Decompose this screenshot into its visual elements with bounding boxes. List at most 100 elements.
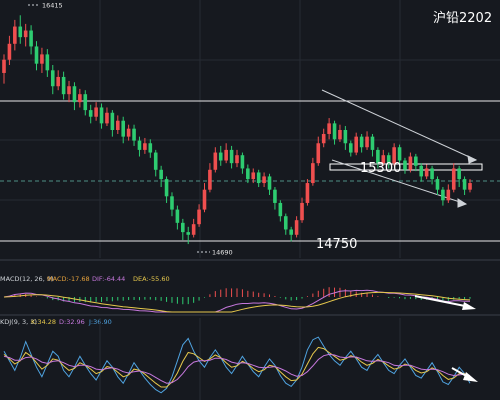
dif-line	[3, 289, 470, 313]
candle-body	[148, 143, 153, 153]
candle-body	[327, 123, 331, 134]
kdj-legend: KDJ(9, 3, 3) K:34.28 D:32.96 J:36.90	[0, 318, 112, 326]
candle-body	[191, 224, 196, 235]
candle-body	[343, 130, 348, 144]
candle-body	[408, 156, 413, 170]
candle-body	[321, 133, 326, 144]
macd-legend: MACD(12, 26, 9) MACD:-17.68 DIF:-64.44 D…	[0, 275, 170, 283]
candle-body	[99, 107, 104, 124]
candle-body	[424, 168, 429, 177]
candle-body	[115, 120, 120, 130]
k-line	[3, 346, 471, 388]
candle-body	[273, 189, 277, 203]
candle-body	[316, 143, 321, 164]
candle-body	[159, 169, 163, 180]
candlestick-series	[2, 15, 472, 245]
candle-body	[414, 156, 418, 166]
low-value-label: 14690	[212, 249, 233, 257]
candle-body	[137, 140, 142, 150]
candle-body	[126, 128, 131, 137]
candle-body	[354, 136, 359, 153]
d-value-label: D:32.96	[59, 318, 85, 326]
macd-value-label: MACD:-17.68	[47, 275, 90, 283]
candle-body	[419, 165, 424, 177]
candle-body	[359, 136, 364, 148]
candle-body	[246, 168, 250, 180]
candle-body	[29, 30, 33, 47]
candle-body	[13, 26, 17, 44]
resistance-level-label: 15300	[360, 161, 401, 176]
high-value-label: 16415	[42, 2, 63, 10]
candle-body	[386, 155, 391, 164]
support-level-label: 14750	[316, 237, 357, 252]
candle-body	[153, 152, 158, 170]
candle-body	[300, 202, 304, 221]
candle-body	[289, 229, 293, 235]
candle-body	[94, 107, 98, 117]
candle-body	[121, 120, 126, 137]
candle-body	[365, 136, 369, 148]
candle-body	[18, 26, 23, 38]
d-line	[3, 353, 471, 384]
candle-body	[305, 183, 310, 203]
candle-body	[446, 189, 451, 201]
dea-line	[3, 291, 471, 313]
candle-body	[370, 136, 375, 150]
candle-body	[45, 54, 50, 71]
candle-body	[311, 163, 315, 184]
candle-body	[143, 143, 147, 150]
chart-title: 沪铅2202	[433, 10, 492, 26]
candle-body	[376, 149, 380, 164]
main-grid	[0, 0, 500, 258]
candle-body	[457, 168, 461, 180]
low-annotation: 14690	[197, 249, 233, 257]
candle-body	[72, 86, 77, 103]
candle-body	[348, 143, 353, 153]
candle-body	[88, 110, 93, 117]
candle-body	[197, 209, 201, 225]
candle-body	[240, 155, 245, 169]
kdj-grid	[99, 318, 401, 400]
candle-body	[435, 179, 440, 190]
candle-body	[229, 149, 234, 164]
candle-body	[186, 232, 191, 235]
candle-body	[294, 220, 299, 235]
candle-body	[175, 209, 180, 223]
candle-body	[164, 179, 169, 197]
candle-body	[441, 189, 445, 201]
candle-body	[170, 196, 174, 210]
candle-body	[462, 179, 467, 190]
candle-body	[381, 155, 386, 164]
candle-body	[251, 172, 256, 180]
candle-body	[338, 130, 342, 140]
candle-body	[218, 152, 223, 161]
candle-body	[430, 168, 434, 180]
candle-body	[397, 147, 402, 161]
candle-body	[392, 147, 396, 164]
kdj-trend-arrow	[451, 367, 478, 382]
macd-params-label: MACD(12, 26, 9)	[0, 275, 54, 283]
candle-body	[78, 94, 82, 103]
candle-body	[61, 76, 66, 95]
candle-body	[105, 112, 109, 124]
candle-body	[67, 86, 71, 95]
candle-body	[2, 59, 6, 73]
candle-body	[208, 169, 212, 190]
k-value-label: K:34.28	[31, 318, 56, 326]
candle-body	[56, 76, 60, 87]
candle-body	[132, 128, 136, 141]
candle-body	[332, 123, 337, 140]
candle-body	[110, 112, 115, 130]
candle-body	[278, 202, 283, 217]
dea-value-label: DEA:-55.60	[133, 275, 170, 283]
macd-histogram	[8, 287, 471, 305]
candle-body	[202, 189, 207, 210]
candle-body	[267, 176, 272, 190]
candle-body	[468, 183, 472, 190]
candle-body	[181, 222, 185, 233]
candle-body	[23, 30, 28, 38]
candle-body	[224, 149, 228, 161]
kdj-params-label: KDJ(9, 3, 3)	[0, 318, 37, 326]
high-annotation: 16415	[28, 2, 63, 10]
